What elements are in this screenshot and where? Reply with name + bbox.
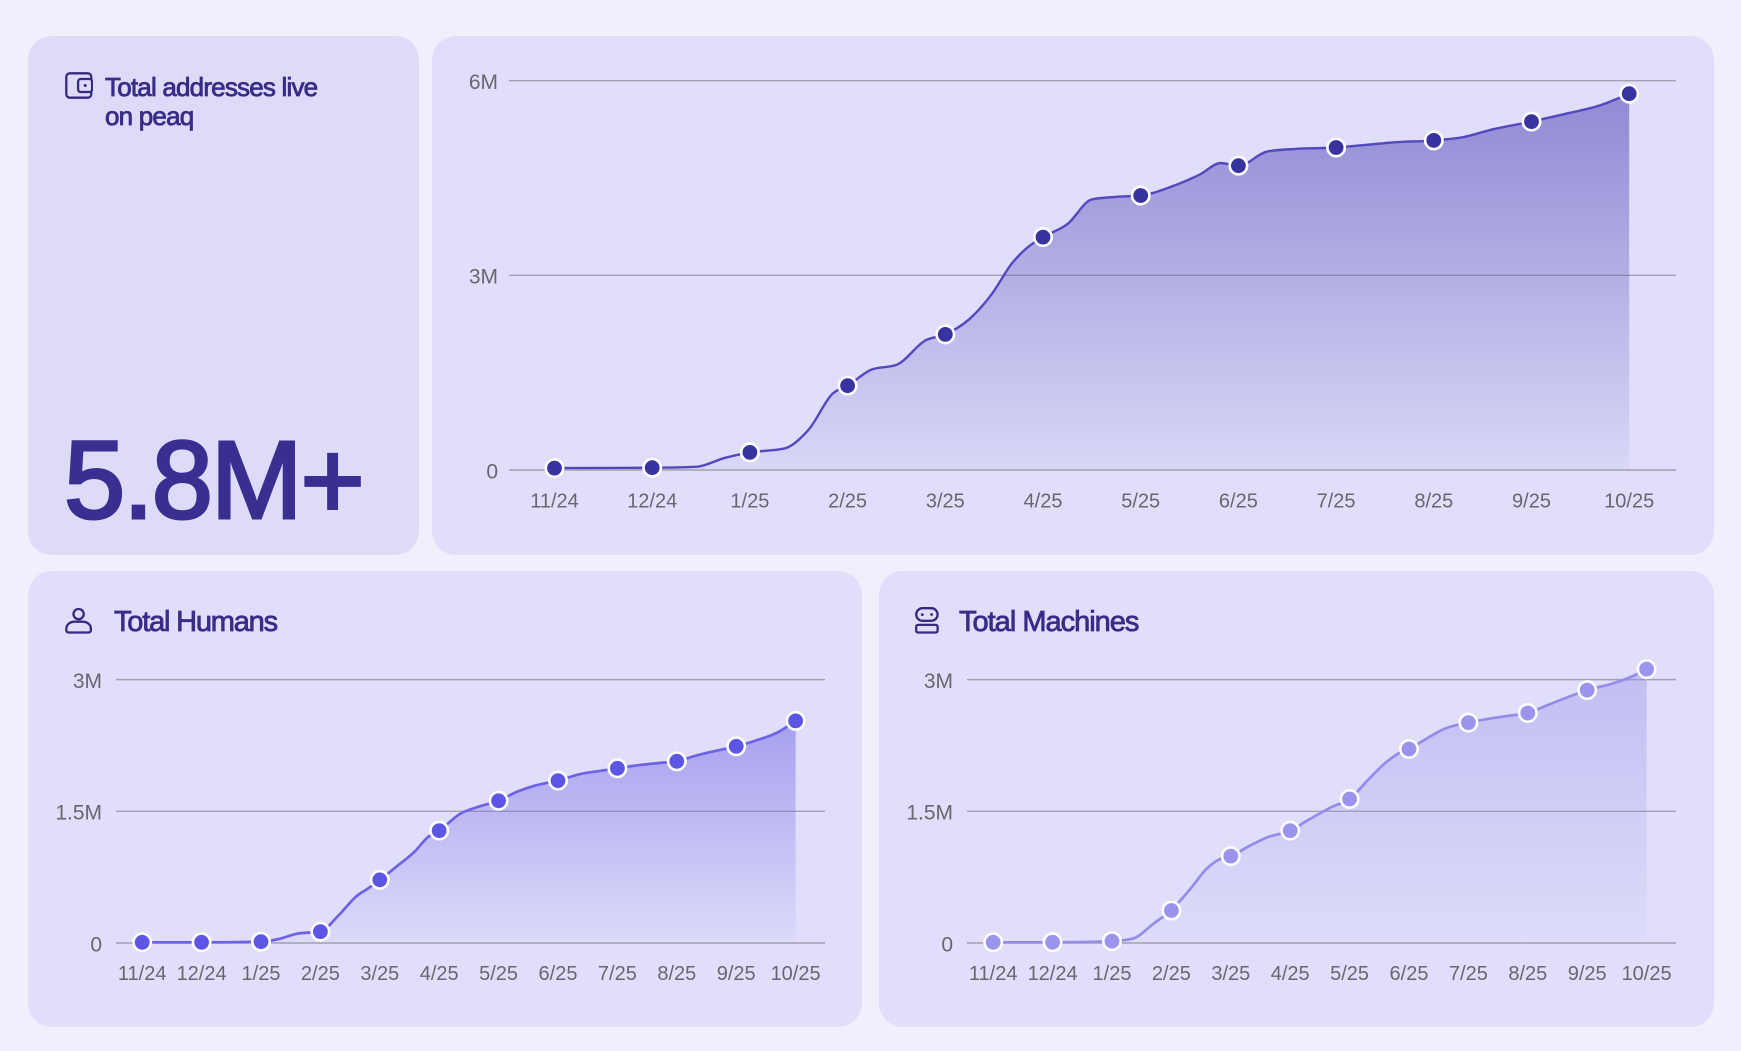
svg-text:3/25: 3/25 (1211, 963, 1250, 985)
svg-text:10/25: 10/25 (1604, 491, 1654, 513)
svg-text:4/25: 4/25 (1271, 963, 1310, 985)
svg-text:4/25: 4/25 (420, 963, 459, 985)
svg-text:6/25: 6/25 (539, 963, 578, 985)
svg-text:2/25: 2/25 (301, 963, 340, 985)
svg-text:5/25: 5/25 (479, 963, 518, 985)
svg-text:0: 0 (486, 460, 498, 483)
svg-text:11/24: 11/24 (530, 491, 579, 513)
svg-text:1/25: 1/25 (242, 963, 281, 985)
svg-text:12/24: 12/24 (177, 963, 227, 985)
svg-text:5/25: 5/25 (1121, 491, 1160, 513)
svg-text:10/25: 10/25 (771, 963, 821, 985)
svg-text:3M: 3M (469, 266, 498, 289)
svg-text:12/24: 12/24 (627, 491, 677, 513)
svg-text:9/25: 9/25 (1512, 491, 1551, 513)
svg-text:6/25: 6/25 (1219, 491, 1258, 513)
svg-text:7/25: 7/25 (1317, 491, 1356, 513)
svg-text:8/25: 8/25 (657, 963, 696, 985)
svg-text:7/25: 7/25 (598, 963, 637, 985)
svg-text:8/25: 8/25 (1414, 491, 1453, 513)
svg-text:2/25: 2/25 (1152, 963, 1191, 985)
svg-text:3/25: 3/25 (360, 963, 399, 985)
svg-text:9/25: 9/25 (717, 963, 756, 985)
svg-text:11/24: 11/24 (118, 963, 167, 985)
svg-text:5/25: 5/25 (1330, 963, 1369, 985)
svg-text:1/25: 1/25 (730, 491, 769, 513)
svg-text:9/25: 9/25 (1568, 963, 1607, 985)
svg-text:12/24: 12/24 (1028, 963, 1078, 985)
svg-text:7/25: 7/25 (1449, 963, 1488, 985)
svg-text:1.5M: 1.5M (906, 802, 953, 825)
svg-text:6/25: 6/25 (1390, 963, 1429, 985)
svg-text:6M: 6M (469, 71, 498, 94)
svg-text:11/24: 11/24 (969, 963, 1018, 985)
svg-text:1.5M: 1.5M (55, 802, 102, 825)
svg-text:3M: 3M (73, 670, 102, 693)
svg-text:8/25: 8/25 (1508, 963, 1547, 985)
svg-text:2/25: 2/25 (828, 491, 867, 513)
svg-text:1/25: 1/25 (1093, 963, 1132, 985)
svg-text:3/25: 3/25 (926, 491, 965, 513)
svg-text:10/25: 10/25 (1622, 963, 1672, 985)
svg-text:4/25: 4/25 (1024, 491, 1063, 513)
svg-text:3M: 3M (924, 670, 953, 693)
svg-text:0: 0 (90, 933, 102, 956)
svg-text:0: 0 (941, 933, 953, 956)
